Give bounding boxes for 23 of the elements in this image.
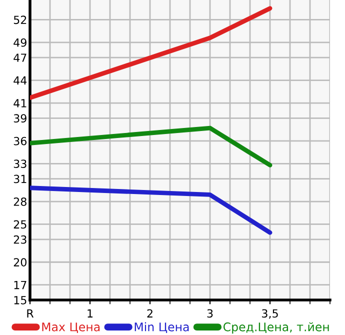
y-tick-label: 15 (14, 296, 26, 304)
y-tick-label: 44 (14, 76, 27, 85)
x-tick-label: 2 (147, 309, 152, 318)
legend-label: Max Цена (42, 322, 100, 334)
y-tick-label: 25 (14, 220, 26, 229)
x-tick-label: 3,5 (262, 309, 278, 319)
y-tick-label: 23 (14, 235, 26, 244)
y-tick-label: 31 (14, 174, 26, 184)
legend-label: Min Цена (134, 322, 189, 334)
y-tick-label: 41 (14, 99, 26, 108)
y-tick-label: 20 (14, 258, 26, 266)
y-tick-label: 17 (14, 280, 26, 290)
y-tick-label: 39 (14, 114, 26, 123)
x-tick-label: 1 (88, 309, 93, 318)
x-tick-label: R (27, 309, 34, 318)
y-tick-label: 49 (14, 38, 26, 47)
y-tick-label: 33 (14, 160, 26, 168)
y-tick-label: 28 (14, 197, 26, 206)
legend-label: Сред.Цена, т.йен (223, 322, 329, 334)
y-tick-label: 52 (14, 16, 26, 24)
x-tick-label: 3 (207, 309, 213, 318)
y-tick-label: 36 (14, 136, 27, 146)
y-tick-label: 47 (14, 54, 26, 62)
